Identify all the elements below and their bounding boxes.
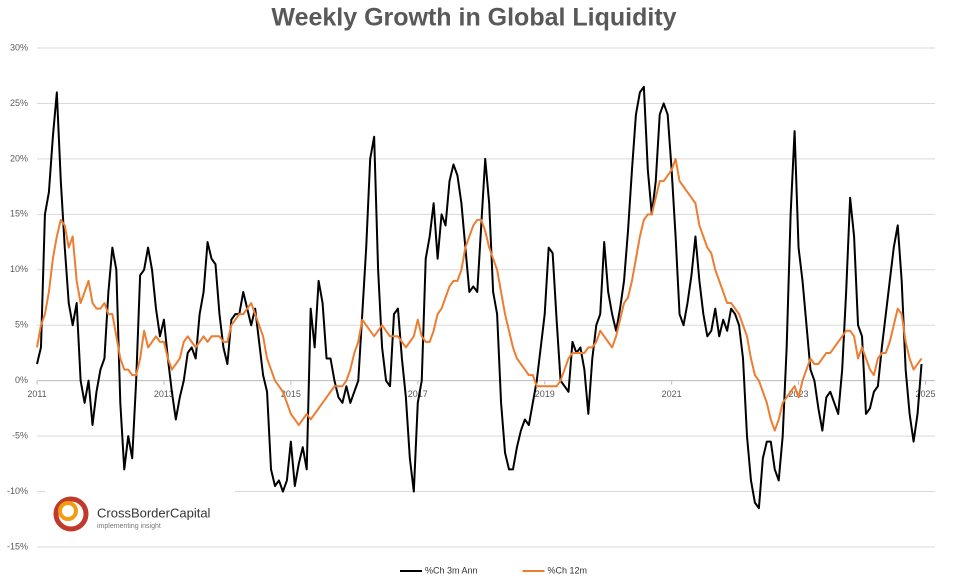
- logo: CrossBorderCapital implementing insight: [45, 490, 235, 540]
- y-tick-label: 0%: [15, 375, 28, 385]
- logo-tagline: implementing insight: [97, 523, 161, 530]
- series-line: [36, 85, 923, 510]
- x-tick-label: 2025: [915, 389, 935, 399]
- logo-ring: [53, 496, 89, 532]
- x-tick-label: 2017: [408, 389, 428, 399]
- y-tick-label: 30%: [10, 42, 28, 52]
- y-tick-label: -10%: [7, 486, 28, 496]
- series-line: [36, 157, 923, 432]
- legend-label: %Ch 3m Ann: [425, 565, 478, 575]
- x-tick-label: 2021: [662, 389, 682, 399]
- x-tick-label: 2013: [154, 389, 174, 399]
- x-tick-label: 2015: [281, 389, 301, 399]
- y-tick-label: 5%: [15, 320, 28, 330]
- y-tick-label: 15%: [10, 209, 28, 219]
- legend-label: %Ch 12m: [548, 565, 588, 575]
- x-tick-label: 2019: [535, 389, 555, 399]
- y-tick-label: 10%: [10, 264, 28, 274]
- x-tick-label: 2011: [27, 389, 46, 399]
- y-tick-label: 25%: [10, 98, 28, 108]
- y-tick-label: -15%: [7, 541, 28, 551]
- y-tick-label: -5%: [12, 430, 28, 440]
- chart-title: Weekly Growth in Global Liquidity: [271, 4, 676, 32]
- logo-ring-inner: [58, 501, 78, 521]
- logo-name: CrossBorderCapital: [97, 505, 211, 520]
- y-tick-label: 20%: [10, 153, 28, 163]
